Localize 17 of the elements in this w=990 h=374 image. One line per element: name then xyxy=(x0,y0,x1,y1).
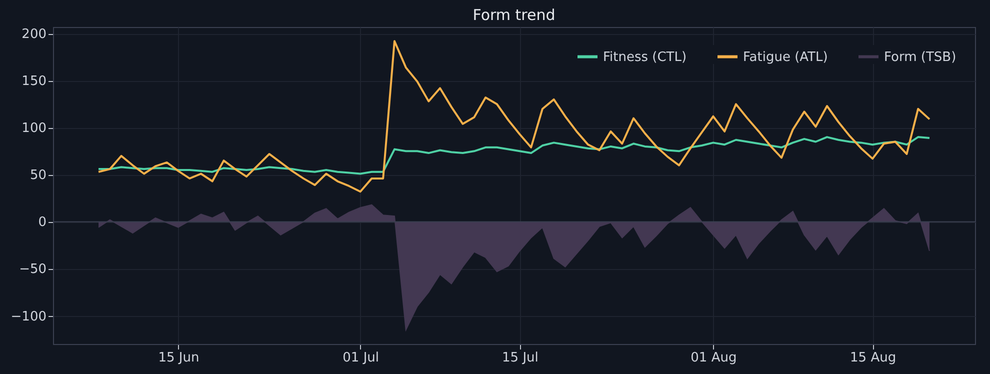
y-tick-label: 100 xyxy=(22,121,46,136)
y-tick-label: −100 xyxy=(10,309,46,324)
x-tick-label: 15 Jul xyxy=(502,350,538,366)
y-tick-label: 0 xyxy=(38,215,46,230)
y-tick-label: 150 xyxy=(22,74,46,90)
x-tick-label: 01 Jul xyxy=(342,350,380,366)
y-tick-label: −50 xyxy=(19,262,46,278)
line-series xyxy=(98,136,930,175)
y-tick-label: 200 xyxy=(22,27,46,42)
y-tick-label: 50 xyxy=(30,168,46,184)
legend-label: Form (TSB) xyxy=(884,50,956,65)
x-tick-label: 15 Aug xyxy=(850,350,896,366)
x-tick-label: 01 Aug xyxy=(690,350,737,366)
x-tick-label: 15 Jun xyxy=(158,350,200,366)
chart-title: Form trend xyxy=(472,6,556,24)
legend-label: Fatigue (ATL) xyxy=(743,50,828,65)
legend-label: Fitness (CTL) xyxy=(603,50,687,65)
